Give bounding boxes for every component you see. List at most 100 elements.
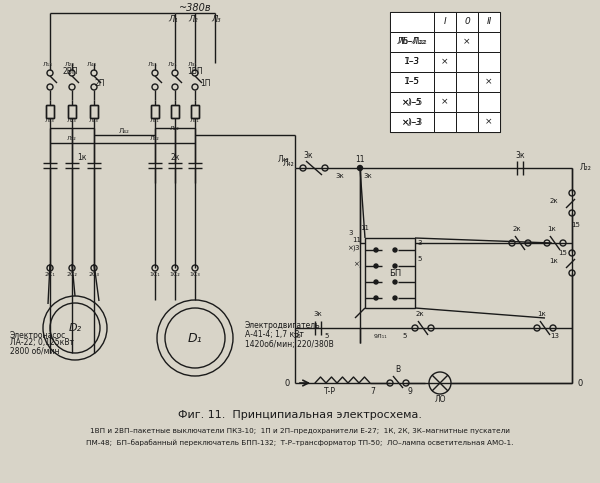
- Bar: [478, 72, 500, 92]
- Text: ЛА-22; 0,125кВт: ЛА-22; 0,125кВт: [10, 339, 74, 347]
- Text: D₂: D₂: [68, 323, 82, 333]
- Text: 2к: 2к: [512, 226, 521, 232]
- Text: А-41-4; 1,7 кВт: А-41-4; 1,7 кВт: [245, 330, 304, 340]
- Text: Электронасос: Электронасос: [10, 330, 66, 340]
- Text: ×: ×: [441, 98, 449, 106]
- Text: 1–3: 1–3: [404, 57, 419, 67]
- Text: Л₁₁: Л₁₁: [148, 62, 158, 68]
- Text: 1ВП и 2ВП–пакетные выключатели ПКЗ-10;  1П и 2П–предохранители Е-27;  1К, 2К, 3К: 1ВП и 2ВП–пакетные выключатели ПКЗ-10; 1…: [90, 428, 510, 434]
- Text: 1–3: 1–3: [404, 57, 420, 67]
- Text: 11: 11: [361, 225, 370, 231]
- Text: ПМ-48;  БП–барабанный переключатель БПП-132;  Т-Р–трансформатор ТП-50;  ЛО–лампа: ПМ-48; БП–барабанный переключатель БПП-1…: [86, 440, 514, 446]
- Bar: [68, 105, 76, 118]
- Bar: [90, 105, 98, 118]
- Circle shape: [393, 296, 397, 300]
- Text: Фиг. 11.  Принципиальная электросхема.: Фиг. 11. Принципиальная электросхема.: [178, 410, 422, 420]
- Text: 3к: 3к: [515, 152, 525, 160]
- Text: 2к: 2к: [550, 198, 559, 204]
- Text: Л₁₃: Л₁₃: [45, 118, 55, 124]
- Text: 2C₂: 2C₂: [67, 272, 77, 278]
- Text: 1420об/мин; 220/380В: 1420об/мин; 220/380В: [245, 341, 334, 350]
- Text: ×)–5: ×)–5: [401, 98, 422, 106]
- Text: 3к: 3к: [303, 152, 313, 160]
- Text: Л₄₃: Л₄₃: [87, 62, 97, 68]
- Text: Электродвигатель: Электродвигатель: [245, 321, 320, 329]
- Text: 1к: 1к: [550, 258, 559, 264]
- Bar: [171, 105, 179, 118]
- Text: ×)–3: ×)–3: [402, 117, 422, 127]
- Text: 1C₂: 1C₂: [170, 272, 181, 278]
- Text: Л₁₂: Л₁₂: [67, 137, 77, 142]
- Text: Л₁–Л₂₂: Л₁–Л₂₂: [398, 38, 425, 46]
- Bar: [456, 112, 478, 132]
- Text: D₁: D₁: [188, 331, 202, 344]
- Text: Л₃: Л₃: [211, 15, 221, 25]
- Text: Л₄₃: Л₄₃: [89, 118, 99, 124]
- Bar: [478, 32, 500, 52]
- Text: 3: 3: [418, 240, 422, 246]
- Bar: [151, 105, 159, 118]
- Bar: [434, 72, 456, 92]
- Text: 2к: 2к: [416, 311, 424, 317]
- Circle shape: [358, 166, 362, 170]
- Text: БП: БП: [389, 269, 401, 278]
- Text: 0: 0: [464, 17, 470, 27]
- Text: Л₂₃: Л₂₃: [67, 118, 77, 124]
- Text: 1–5: 1–5: [404, 77, 420, 86]
- Text: 5: 5: [325, 333, 329, 339]
- Text: Л₂₂: Л₂₂: [170, 126, 180, 130]
- Text: 11: 11: [353, 237, 361, 243]
- Text: 2C₃: 2C₃: [89, 272, 100, 278]
- Text: 3: 3: [349, 230, 353, 236]
- Text: 3к: 3к: [335, 173, 344, 179]
- Circle shape: [393, 280, 397, 284]
- Text: ×: ×: [485, 77, 493, 86]
- Text: Л₂₃: Л₂₃: [65, 62, 75, 68]
- Text: 1к: 1к: [548, 226, 556, 232]
- Bar: [478, 12, 500, 32]
- Text: I: I: [443, 17, 446, 27]
- Text: 9Л₁₁: 9Л₁₁: [373, 333, 387, 339]
- Bar: [478, 52, 500, 72]
- Text: ЛО: ЛО: [434, 395, 446, 403]
- Text: ×)–3: ×)–3: [401, 117, 422, 127]
- Text: 5: 5: [418, 256, 422, 262]
- Text: 1к: 1к: [77, 154, 87, 162]
- Text: 1П: 1П: [200, 79, 210, 87]
- Text: II: II: [487, 17, 491, 27]
- Text: Л₂: Л₂: [188, 15, 198, 25]
- Text: 1C₃: 1C₃: [190, 272, 200, 278]
- Text: 5: 5: [403, 333, 407, 339]
- Text: 0: 0: [284, 379, 290, 387]
- Circle shape: [374, 296, 378, 300]
- Bar: [46, 105, 54, 118]
- Bar: [478, 92, 500, 112]
- Text: Л₄₂: Л₄₂: [278, 156, 290, 165]
- Text: 2к: 2к: [170, 154, 180, 162]
- Bar: [390, 92, 434, 112]
- Circle shape: [393, 264, 397, 268]
- Text: 3к: 3к: [364, 173, 373, 179]
- Text: Л₃₁: Л₃₁: [190, 118, 200, 124]
- Text: 15: 15: [572, 222, 580, 228]
- Text: 7: 7: [371, 387, 376, 397]
- Text: Л₁₁: Л₁₁: [150, 118, 160, 124]
- Bar: [456, 72, 478, 92]
- Bar: [478, 112, 500, 132]
- Text: Л₂₂: Л₂₂: [580, 164, 592, 172]
- Circle shape: [374, 248, 378, 252]
- Text: 11: 11: [355, 155, 365, 164]
- Bar: [456, 92, 478, 112]
- Text: 0: 0: [577, 379, 583, 387]
- Text: Т-Р: Т-Р: [324, 387, 336, 397]
- Bar: [191, 105, 199, 118]
- Text: Лб–Л₂₂: Лб–Л₂₂: [397, 38, 427, 46]
- Text: 1о: 1о: [293, 333, 301, 339]
- Text: 2ВП: 2ВП: [62, 67, 78, 75]
- Bar: [434, 52, 456, 72]
- Text: 15: 15: [559, 250, 568, 256]
- Circle shape: [374, 264, 378, 268]
- Bar: [456, 32, 478, 52]
- Text: Л₄₂: Л₄₂: [119, 128, 130, 134]
- Text: 2П: 2П: [95, 79, 105, 87]
